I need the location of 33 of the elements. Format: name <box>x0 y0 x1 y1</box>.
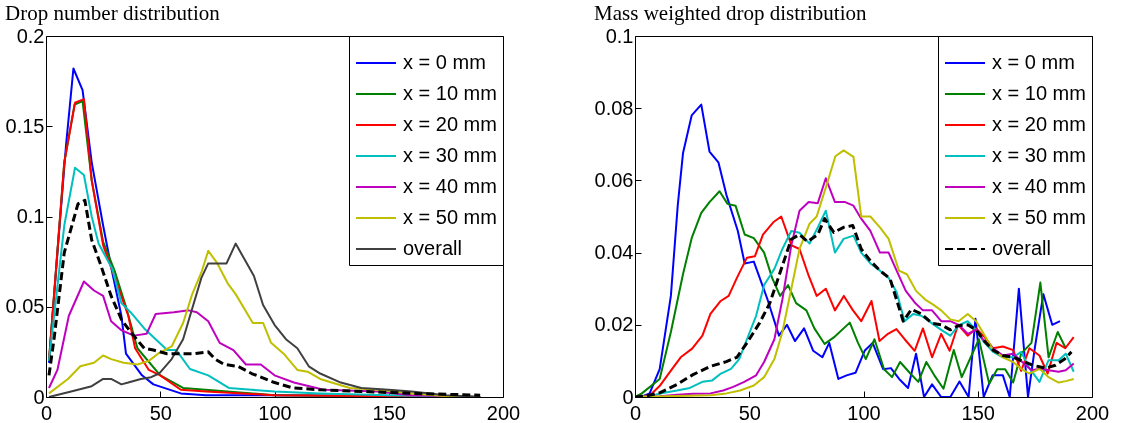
y-tick-label: 0.1 <box>605 24 634 47</box>
legend-label: x = 20 mm <box>992 113 1086 135</box>
x-tick-label: 100 <box>258 401 292 423</box>
legend-label: x = 30 mm <box>992 144 1086 166</box>
legend-label: x = 50 mm <box>403 206 497 228</box>
y-tick-label: 0.2 <box>16 24 45 47</box>
y-tick-label: 0.04 <box>594 241 634 264</box>
legend-label: x = 40 mm <box>992 175 1086 197</box>
y-tick-label: 0.08 <box>594 96 634 119</box>
x-tick-label: 200 <box>1075 401 1110 423</box>
y-tick-label: 0.1 <box>16 205 45 227</box>
legend-label: x = 0 mm <box>992 51 1075 73</box>
x-tick-label: 100 <box>847 401 881 423</box>
chart-title: Mass weighted drop distribution <box>594 1 867 25</box>
x-tick-label: 150 <box>372 401 406 423</box>
legend-label: x = 0 mm <box>403 51 486 73</box>
legend-label: overall <box>992 237 1051 259</box>
legend-label: x = 30 mm <box>403 144 497 166</box>
legend-label: x = 10 mm <box>403 82 497 104</box>
y-tick-label: 0.02 <box>594 313 634 336</box>
legend-label: overall <box>403 237 462 259</box>
legend-label: x = 20 mm <box>403 113 497 135</box>
y-tick-label: 0.05 <box>5 295 45 318</box>
x-tick-label: 200 <box>486 401 521 423</box>
legend-label: x = 10 mm <box>992 82 1086 104</box>
x-tick-label: 50 <box>149 401 172 423</box>
chart-title: Drop number distribution <box>5 1 221 25</box>
x-tick-label: 50 <box>738 401 761 423</box>
legend-label: x = 40 mm <box>403 175 497 197</box>
legend-label: x = 50 mm <box>992 206 1086 228</box>
y-tick-label: 0.06 <box>594 168 634 191</box>
y-tick-label: 0.15 <box>5 114 45 137</box>
x-tick-label: 150 <box>961 401 995 423</box>
